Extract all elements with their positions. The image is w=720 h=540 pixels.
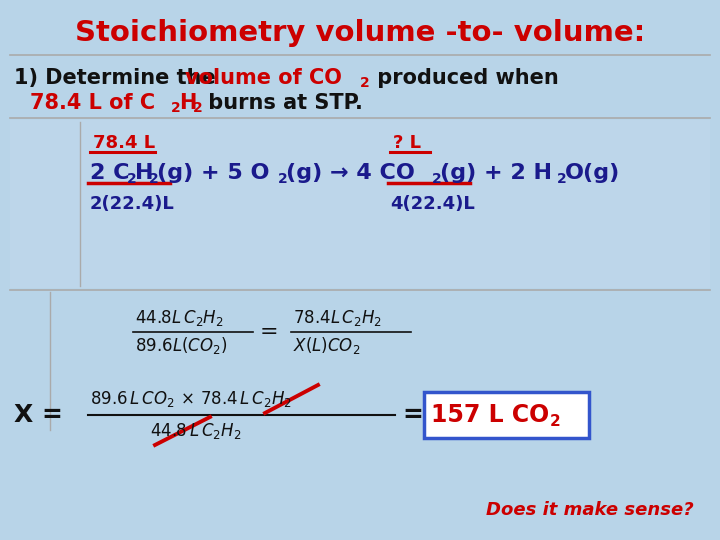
- Text: 2 C: 2 C: [90, 163, 130, 183]
- Text: $X(L)CO_2$: $X(L)CO_2$: [293, 335, 360, 356]
- Text: 2: 2: [149, 172, 158, 186]
- Text: (g) + 5 O: (g) + 5 O: [157, 163, 269, 183]
- Text: X =: X =: [14, 403, 63, 427]
- Text: 157 L CO: 157 L CO: [431, 403, 549, 427]
- Text: 2: 2: [193, 101, 203, 115]
- Text: 78.4 L of C: 78.4 L of C: [30, 93, 155, 113]
- Text: $44.8\,L\,C_2H_2$: $44.8\,L\,C_2H_2$: [150, 421, 241, 441]
- Text: ? L: ? L: [393, 134, 421, 152]
- Text: 2: 2: [360, 76, 370, 90]
- Text: $89.6\,L\,CO_2\,\times\,78.4\,L\,C_2H_2$: $89.6\,L\,CO_2\,\times\,78.4\,L\,C_2H_2$: [90, 389, 292, 409]
- Text: 2: 2: [278, 172, 288, 186]
- Text: 2: 2: [127, 172, 137, 186]
- Text: 4(22.4)L: 4(22.4)L: [390, 195, 474, 213]
- Text: 1) Determine the: 1) Determine the: [14, 68, 223, 88]
- Text: 2: 2: [432, 172, 442, 186]
- Text: $89.6L(CO_2)$: $89.6L(CO_2)$: [135, 335, 228, 356]
- Text: 2(22.4)L: 2(22.4)L: [90, 195, 175, 213]
- Text: 78.4 L: 78.4 L: [93, 134, 155, 152]
- Text: produced when: produced when: [370, 68, 559, 88]
- Text: 2: 2: [557, 172, 567, 186]
- Text: (g) → 4 CO: (g) → 4 CO: [286, 163, 415, 183]
- Text: (g) + 2 H: (g) + 2 H: [440, 163, 552, 183]
- Text: Stoichiometry volume -to- volume:: Stoichiometry volume -to- volume:: [75, 19, 645, 47]
- Text: H: H: [179, 93, 197, 113]
- Text: =: =: [402, 403, 423, 427]
- Text: $78.4L\,C_2H_2$: $78.4L\,C_2H_2$: [293, 308, 382, 328]
- Text: burns at STP.: burns at STP.: [201, 93, 363, 113]
- Text: 2: 2: [550, 414, 561, 429]
- Text: 2: 2: [171, 101, 181, 115]
- Text: H: H: [135, 163, 153, 183]
- Text: volume of CO: volume of CO: [185, 68, 342, 88]
- FancyBboxPatch shape: [424, 392, 589, 438]
- FancyBboxPatch shape: [10, 120, 710, 288]
- Text: =: =: [260, 322, 279, 342]
- Text: Does it make sense?: Does it make sense?: [486, 501, 694, 519]
- Text: $44.8L\,C_2H_2$: $44.8L\,C_2H_2$: [135, 308, 224, 328]
- Text: O(g): O(g): [565, 163, 620, 183]
